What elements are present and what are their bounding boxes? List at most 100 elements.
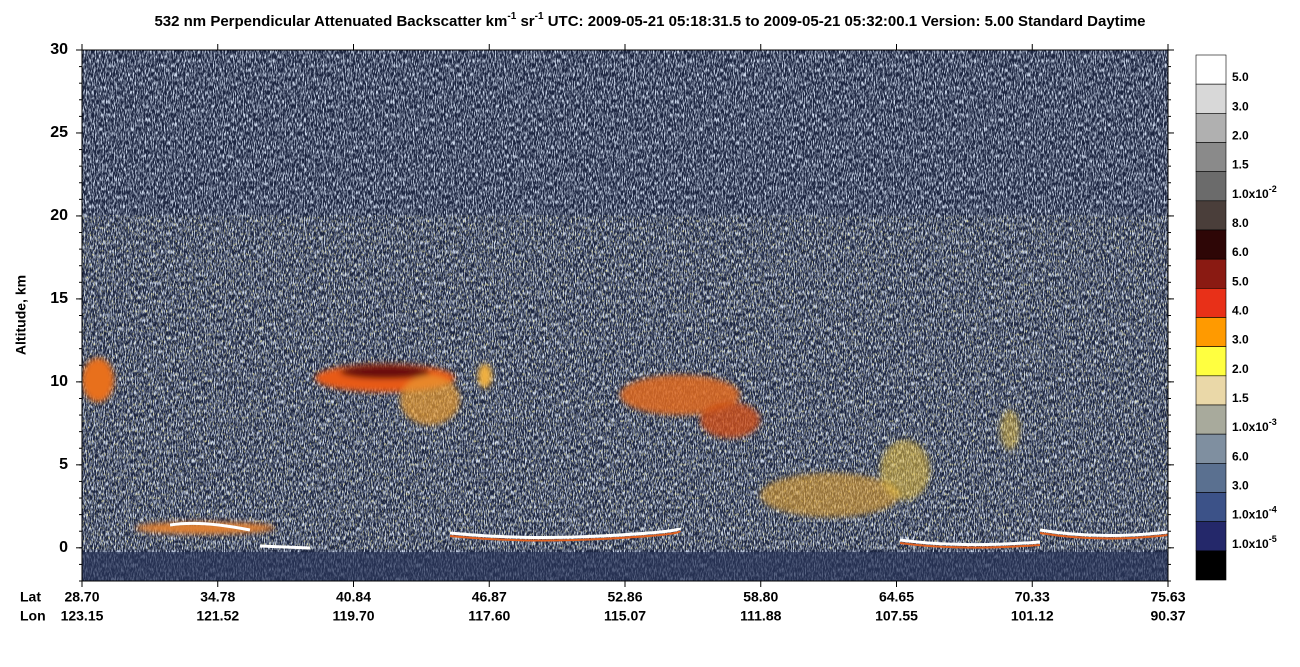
lon-label: 107.55 xyxy=(875,608,918,624)
colorbar-label: 6.0 xyxy=(1232,450,1249,464)
noise-layer xyxy=(82,215,1168,550)
x-row-label: Lat xyxy=(20,589,41,605)
colorbar-label-text: 1.0x10 xyxy=(1232,508,1269,522)
lon-label: 101.12 xyxy=(1011,608,1054,624)
backscatter-image xyxy=(82,50,1168,581)
colorbar-label-text: 1.5 xyxy=(1232,158,1249,172)
lat-label: 52.86 xyxy=(607,589,642,605)
chart-title: 532 nm Perpendicular Attenuated Backscat… xyxy=(154,11,1145,30)
cloud xyxy=(620,375,740,415)
colorbar-label-text: 4.0 xyxy=(1232,304,1249,318)
y-axis-label: Altitude, km xyxy=(13,275,29,355)
colorbar-label-text: 1.0x10 xyxy=(1232,187,1269,201)
colorbar-label: 3.0 xyxy=(1232,333,1249,347)
colorbar-label: 2.0 xyxy=(1232,362,1249,376)
colorbar-label-text: 1.0x10 xyxy=(1232,420,1269,434)
y-tick-label: 15 xyxy=(50,290,68,307)
lon-label: 117.60 xyxy=(468,608,510,624)
colorbar-label: 3.0 xyxy=(1232,100,1249,114)
colorbar-label-text: 8.0 xyxy=(1232,216,1249,230)
surface-return xyxy=(169,521,1168,550)
colorbar-label: 1.0x10-5 xyxy=(1232,534,1277,551)
colorbar-label-text: 2.0 xyxy=(1232,129,1249,143)
lon-label: 119.70 xyxy=(332,608,374,624)
title-part: UTC: 2009-05-21 05:18:31.5 to 2009-05-21… xyxy=(544,13,1146,30)
colorbar-swatch xyxy=(1195,83,1227,114)
colorbar-swatch xyxy=(1195,433,1227,464)
cloud xyxy=(340,365,430,379)
colorbar-label-text: 5.0 xyxy=(1232,70,1249,84)
colorbar-label: 5.0 xyxy=(1232,70,1249,84)
x-row-label: Lon xyxy=(20,608,46,624)
lon-label: 123.15 xyxy=(61,608,104,624)
lat-label: 46.87 xyxy=(472,589,507,605)
colorbar-label-text: 1.5 xyxy=(1232,391,1249,405)
cloud xyxy=(760,473,900,517)
y-tick-label: 25 xyxy=(50,124,68,141)
colorbar-swatch xyxy=(1195,317,1227,347)
colorbar-label-exponent: -2 xyxy=(1269,184,1277,194)
colorbar-label: 1.5 xyxy=(1232,158,1249,172)
lat-label: 40.84 xyxy=(336,589,371,605)
lon-label: 111.88 xyxy=(740,608,781,624)
y-tick-label: 20 xyxy=(50,207,68,224)
colorbar-label-exponent: -5 xyxy=(1269,534,1277,544)
lat-label: 75.63 xyxy=(1150,589,1185,605)
colorbar-swatch xyxy=(1195,113,1227,143)
lat-label: 28.70 xyxy=(64,589,99,605)
cloud-features xyxy=(82,358,1020,534)
cloud xyxy=(880,440,930,500)
colorbar-label: 1.5 xyxy=(1232,391,1249,405)
y-tick-label: 0 xyxy=(59,539,68,556)
colorbar-swatch xyxy=(1195,142,1227,172)
colorbar-swatch xyxy=(1195,404,1227,435)
lat-label: 58.80 xyxy=(743,589,778,605)
colorbar-label: 5.0 xyxy=(1232,275,1249,289)
colorbar-label: 4.0 xyxy=(1232,304,1249,318)
subsurface xyxy=(82,552,1168,581)
colorbar-label-text: 3.0 xyxy=(1232,479,1249,493)
lat-label: 34.78 xyxy=(200,589,235,605)
colorbar-swatch xyxy=(1195,229,1227,260)
cloud xyxy=(478,364,492,388)
colorbar-swatch xyxy=(1195,346,1227,377)
colorbar-swatch xyxy=(1195,200,1227,231)
colorbar-label-text: 3.0 xyxy=(1232,333,1249,347)
colorbar-label-exponent: -4 xyxy=(1269,505,1277,515)
colorbar-swatch xyxy=(1195,258,1227,289)
title-part: 532 nm Perpendicular Attenuated Backscat… xyxy=(154,13,507,30)
colorbar-label-exponent: -3 xyxy=(1269,418,1277,428)
colorbar-label-text: 5.0 xyxy=(1232,275,1249,289)
colorbar-label: 1.0x10-4 xyxy=(1232,505,1277,522)
lat-label: 70.33 xyxy=(1015,589,1050,605)
colorbar-label-text: 6.0 xyxy=(1232,245,1249,259)
cloud xyxy=(82,358,114,402)
lon-label: 115.07 xyxy=(604,608,646,624)
title-part: sr xyxy=(516,13,535,30)
colorbar-swatch xyxy=(1195,288,1227,318)
colorbar-label-text: 1.0x10 xyxy=(1232,537,1269,551)
colorbar-swatch xyxy=(1195,492,1227,522)
colorbar-swatch xyxy=(1195,521,1227,552)
colorbar-swatch xyxy=(1195,375,1227,406)
surface-return xyxy=(449,530,1168,549)
cloud xyxy=(700,402,760,438)
colorbar-swatch xyxy=(1195,54,1227,85)
lat-label: 64.65 xyxy=(879,589,914,605)
y-tick-label: 10 xyxy=(50,373,68,390)
colorbar-label-text: 3.0 xyxy=(1232,100,1249,114)
colorbar-label: 1.0x10-2 xyxy=(1232,184,1277,201)
lon-label: 90.37 xyxy=(1150,608,1185,624)
colorbar-swatch xyxy=(1195,550,1227,581)
colorbar-label: 2.0 xyxy=(1232,129,1249,143)
y-tick-label: 30 xyxy=(50,41,68,58)
colorbar-label: 3.0 xyxy=(1232,479,1249,493)
y-tick-label: 5 xyxy=(59,456,68,473)
cloud xyxy=(400,375,460,425)
colorbar-label-text: 6.0 xyxy=(1232,450,1249,464)
title-superscript: -1 xyxy=(507,11,516,22)
colorbar-swatch xyxy=(1195,171,1227,202)
colorbar-label: 8.0 xyxy=(1232,216,1249,230)
colorbar-label: 1.0x10-3 xyxy=(1232,418,1277,435)
